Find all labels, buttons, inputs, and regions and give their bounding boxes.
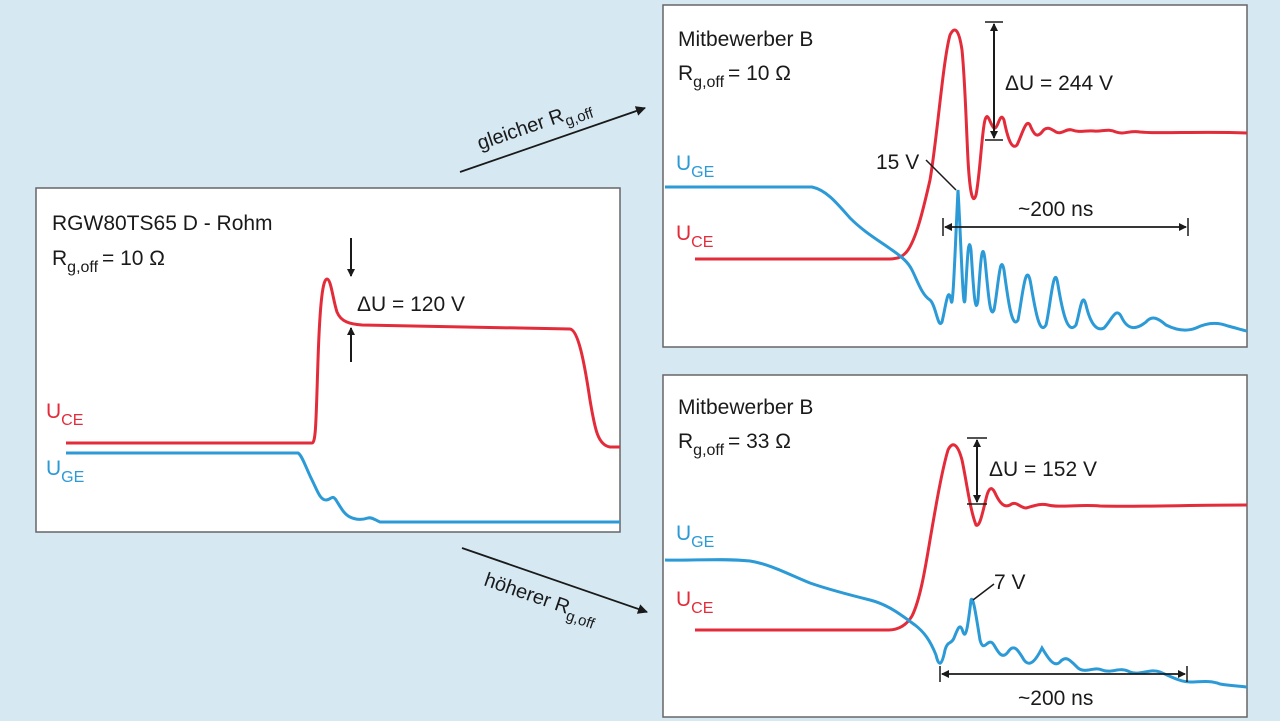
panel-competitor-33ohm-delta-u: ΔU = 152 V	[989, 458, 1097, 481]
arrow-higher-rg-label: höherer Rg,off	[480, 569, 601, 633]
arrow-higher-rg: höherer Rg,off	[461, 547, 648, 633]
arrow-same-rg-label: gleicher Rg,off	[474, 95, 596, 160]
panel-rohm-delta-u: ΔU = 120 V	[357, 293, 465, 316]
panel-competitor-33ohm-rg-label: Rg,off = 33 Ω	[678, 430, 791, 459]
uce-label: UCE	[676, 222, 713, 251]
panel-rohm-title: RGW80TS65 D - Rohm	[52, 212, 273, 235]
panel-competitor-33ohm: Mitbewerber B Rg,off = 33 Ω ΔU = 152 V 7 …	[662, 374, 1248, 718]
uge-label: UGE	[46, 457, 84, 486]
panel-competitor-10ohm: Mitbewerber B Rg,off = 10 Ω ΔU = 244 V 15…	[662, 4, 1248, 348]
peak-voltage-leader	[972, 583, 995, 601]
uce-waveform	[66, 277, 620, 449]
uge-waveform	[665, 185, 1248, 333]
arrow-same-rg: gleicher Rg,off	[459, 95, 646, 173]
panel-competitor-10ohm-title: Mitbewerber B	[678, 28, 813, 51]
panel-competitor-10ohm-rg-label: Rg,off = 10 Ω	[678, 62, 791, 91]
panel-competitor-33ohm-duration: ~200 ns	[1018, 687, 1093, 710]
panel-rohm-rg-label: Rg,off = 10 Ω	[52, 247, 165, 276]
uge-label: UGE	[676, 152, 714, 181]
panel-competitor-33ohm-title: Mitbewerber B	[678, 396, 813, 419]
peak-voltage-leader	[925, 159, 957, 191]
panel-rohm: RGW80TS65 D - Rohm Rg,off = 10 Ω ΔU = 120…	[35, 187, 621, 533]
uce-waveform	[695, 28, 1248, 261]
panel-competitor-10ohm-delta-u: ΔU = 244 V	[1005, 72, 1113, 95]
uce-waveform	[695, 443, 1248, 632]
peak-voltage-label: 15 V	[876, 151, 919, 174]
uce-label: UCE	[46, 400, 83, 429]
uce-label: UCE	[676, 588, 713, 617]
uge-waveform	[66, 451, 620, 524]
uge-label: UGE	[676, 522, 714, 551]
panel-competitor-10ohm-duration: ~200 ns	[1018, 198, 1093, 221]
peak-voltage-label: 7 V	[994, 571, 1026, 594]
